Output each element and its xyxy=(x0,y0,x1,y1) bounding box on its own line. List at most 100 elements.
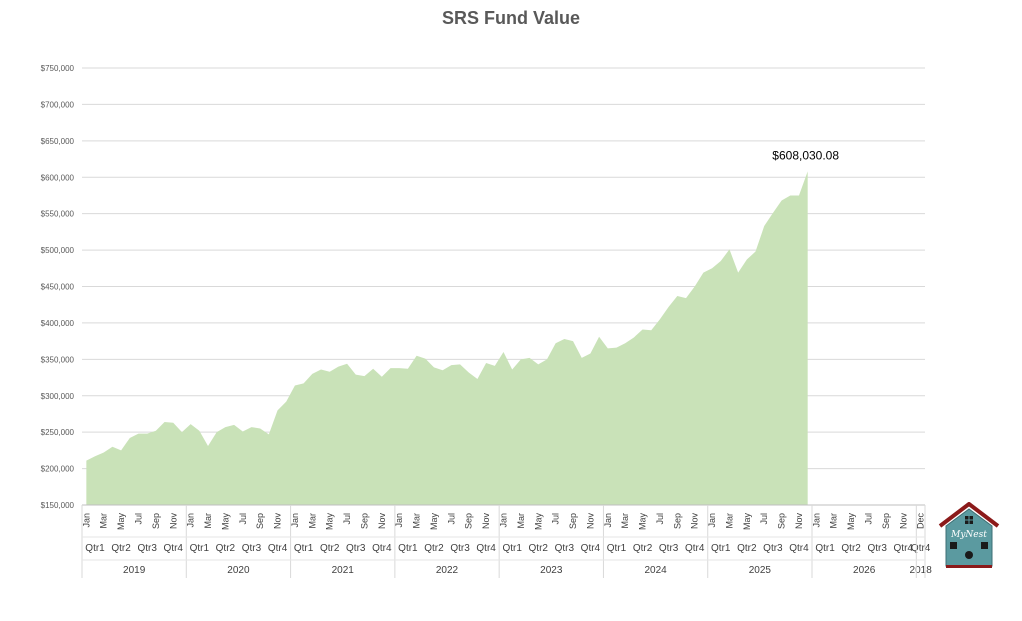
y-tick-label: $400,000 xyxy=(41,319,75,328)
month-tick-label: Jan xyxy=(81,513,91,528)
month-tick-label: Jul xyxy=(759,513,769,525)
quarter-tick-label: Qtr3 xyxy=(763,543,783,554)
month-tick-label: May xyxy=(533,513,543,531)
quarter-tick-label: Qtr1 xyxy=(607,543,627,554)
month-tick-label: Sep xyxy=(255,513,265,529)
y-tick-label: $150,000 xyxy=(41,501,75,510)
month-tick-label: Jul xyxy=(446,513,456,525)
quarter-tick-label: Qtr2 xyxy=(424,543,444,554)
quarter-tick-label: Qtr4 xyxy=(789,543,809,554)
y-tick-label: $550,000 xyxy=(41,210,75,219)
month-tick-label: Mar xyxy=(412,513,422,529)
month-tick-label: Jan xyxy=(811,513,821,528)
quarter-tick-label: Qtr1 xyxy=(711,543,731,554)
month-tick-label: Mar xyxy=(203,513,213,529)
quarter-tick-label: Qtr2 xyxy=(737,543,757,554)
quarter-tick-label: Qtr4 xyxy=(911,543,931,554)
quarter-tick-label: Qtr1 xyxy=(398,543,418,554)
quarter-tick-label: Qtr2 xyxy=(633,543,653,554)
quarter-tick-label: Qtr3 xyxy=(242,543,262,554)
quarter-tick-label: Qtr4 xyxy=(268,543,288,554)
quarter-tick-label: Qtr3 xyxy=(346,543,366,554)
quarter-tick-label: Qtr2 xyxy=(841,543,861,554)
month-tick-label: May xyxy=(429,513,439,531)
month-tick-label: May xyxy=(846,513,856,531)
month-tick-label: Nov xyxy=(585,513,595,530)
quarter-tick-label: Qtr2 xyxy=(529,543,549,554)
month-tick-label: Jan xyxy=(603,513,613,528)
month-tick-label: May xyxy=(742,513,752,531)
month-tick-label: Nov xyxy=(377,513,387,530)
month-tick-label: Sep xyxy=(464,513,474,529)
month-tick-label: Mar xyxy=(620,513,630,529)
year-tick-label: 2025 xyxy=(749,565,772,576)
quarter-tick-label: Qtr1 xyxy=(85,543,105,554)
month-tick-label: Jul xyxy=(551,513,561,525)
month-tick-label: Nov xyxy=(481,513,491,530)
data-label: $608,030.08 xyxy=(772,148,839,162)
y-tick-label: $300,000 xyxy=(41,392,75,401)
year-tick-label: 2021 xyxy=(332,565,355,576)
quarter-tick-label: Qtr4 xyxy=(894,543,914,554)
quarter-tick-label: Qtr4 xyxy=(372,543,392,554)
y-tick-label: $250,000 xyxy=(41,428,75,437)
month-tick-label: Mar xyxy=(516,513,526,529)
y-tick-label: $600,000 xyxy=(41,173,75,182)
month-tick-label: Dec xyxy=(916,513,926,530)
month-tick-label: Jul xyxy=(238,513,248,525)
month-tick-label: May xyxy=(116,513,126,531)
month-tick-label: Mar xyxy=(724,513,734,529)
month-tick-label: Mar xyxy=(99,513,109,529)
mynest-logo: MyNest xyxy=(938,502,1000,568)
quarter-tick-label: Qtr3 xyxy=(867,543,887,554)
quarter-tick-label: Qtr1 xyxy=(815,543,835,554)
year-tick-label: 2023 xyxy=(540,565,563,576)
year-tick-label: 2018 xyxy=(910,565,933,576)
quarter-tick-label: Qtr1 xyxy=(190,543,210,554)
quarter-tick-label: Qtr4 xyxy=(476,543,496,554)
year-tick-label: 2020 xyxy=(227,565,250,576)
quarter-tick-label: Qtr4 xyxy=(581,543,601,554)
year-tick-label: 2022 xyxy=(436,565,459,576)
y-tick-label: $650,000 xyxy=(41,137,75,146)
month-tick-label: Nov xyxy=(898,513,908,530)
quarter-tick-label: Qtr2 xyxy=(111,543,131,554)
quarter-tick-label: Qtr2 xyxy=(216,543,236,554)
quarter-tick-label: Qtr3 xyxy=(659,543,679,554)
month-tick-label: Nov xyxy=(273,513,283,530)
month-tick-label: Jan xyxy=(290,513,300,528)
month-tick-label: Jul xyxy=(864,513,874,525)
logo-text: MyNest xyxy=(950,530,987,540)
month-tick-label: Nov xyxy=(794,513,804,530)
series-area xyxy=(86,171,808,505)
quarter-tick-label: Qtr3 xyxy=(450,543,470,554)
month-tick-label: May xyxy=(220,513,230,531)
month-tick-label: Sep xyxy=(672,513,682,529)
quarter-tick-label: Qtr3 xyxy=(555,543,575,554)
month-tick-label: Jan xyxy=(186,513,196,528)
quarter-tick-label: Qtr1 xyxy=(502,543,522,554)
year-tick-label: 2026 xyxy=(853,565,876,576)
month-tick-label: May xyxy=(638,513,648,531)
month-tick-label: Jul xyxy=(133,513,143,525)
y-tick-label: $750,000 xyxy=(41,64,75,73)
y-tick-label: $350,000 xyxy=(41,355,75,364)
month-tick-label: Jan xyxy=(394,513,404,528)
month-tick-label: Jan xyxy=(499,513,509,528)
year-tick-label: 2024 xyxy=(644,565,667,576)
month-tick-label: Sep xyxy=(359,513,369,529)
quarter-tick-label: Qtr2 xyxy=(320,543,340,554)
month-tick-label: Mar xyxy=(829,513,839,529)
chart-title: SRS Fund Value xyxy=(441,8,581,28)
month-tick-label: Jul xyxy=(342,513,352,525)
month-tick-label: Sep xyxy=(568,513,578,529)
month-tick-label: May xyxy=(325,513,335,531)
quarter-tick-label: Qtr4 xyxy=(164,543,184,554)
month-tick-label: Sep xyxy=(777,513,787,529)
year-tick-label: 2019 xyxy=(123,565,146,576)
y-tick-label: $700,000 xyxy=(41,100,75,109)
month-tick-label: Jul xyxy=(655,513,665,525)
month-tick-label: Mar xyxy=(307,513,317,529)
month-tick-label: Sep xyxy=(881,513,891,529)
